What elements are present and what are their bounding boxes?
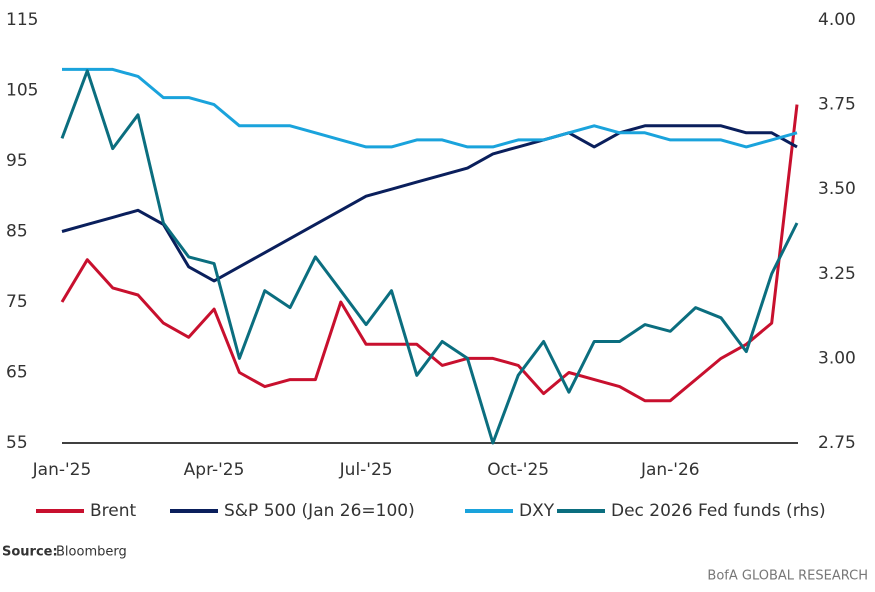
y-tick-label: 95: [6, 151, 28, 171]
y2-tick-label: 3.75: [818, 95, 856, 115]
source: Bloomberg: [56, 545, 127, 560]
x-tick-label: Oct-'25: [487, 460, 549, 480]
x-tick-label: Apr-'25: [184, 460, 245, 480]
y2-tick-label: 2.75: [818, 433, 856, 453]
y-tick-label: 75: [6, 292, 28, 312]
legend-label: Dec 2026 Fed funds (rhs): [611, 501, 826, 521]
legend-label: Brent: [90, 501, 137, 521]
y2-tick-label: 3.50: [818, 179, 856, 199]
y-tick-label: 65: [6, 363, 28, 383]
series-line: [61, 124, 798, 283]
y2-tick-label: 3.25: [818, 264, 856, 284]
x-tick-label: Jul-'25: [339, 460, 393, 480]
series-line: [62, 67, 798, 149]
legend-label: S&P 500 (Jan 26=100): [224, 501, 415, 521]
source-label: Source:: [2, 545, 58, 560]
y-tick-label: 105: [6, 81, 38, 101]
series-line: [60, 104, 799, 403]
series-line: [60, 69, 799, 445]
y-tick-label: 55: [6, 433, 28, 453]
footer: BofA GLOBAL RESEARCH: [707, 569, 868, 584]
y-tick-label: 85: [6, 222, 28, 242]
legend-label: DXY: [519, 501, 555, 521]
y2-tick-label: 3.00: [818, 348, 856, 368]
y2-tick-label: 4.00: [818, 10, 856, 30]
x-tick-label: Jan-'26: [640, 460, 700, 480]
x-tick-label: Jan-'25: [32, 460, 92, 480]
y-tick-label: 115: [6, 10, 38, 30]
